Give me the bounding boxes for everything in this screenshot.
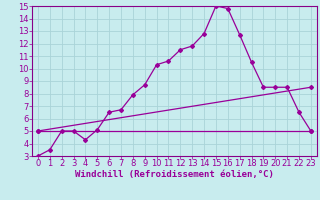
X-axis label: Windchill (Refroidissement éolien,°C): Windchill (Refroidissement éolien,°C) [75, 170, 274, 179]
